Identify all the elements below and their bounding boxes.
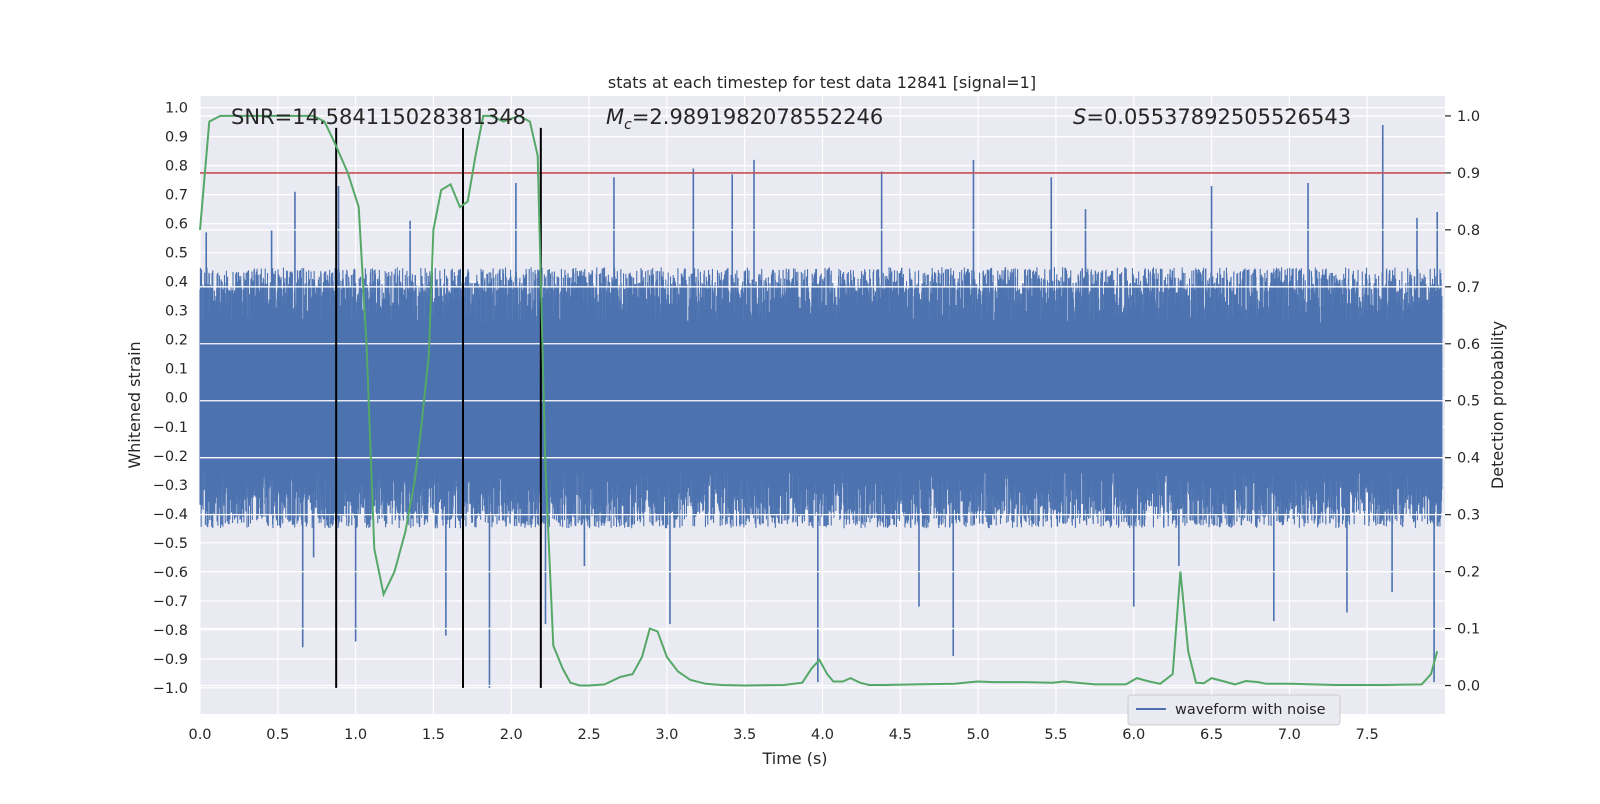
x-tick-label: 4.0 xyxy=(811,727,834,743)
y-tick-label: −0.3 xyxy=(153,478,188,494)
right-y-tick-label: 0.3 xyxy=(1457,508,1480,524)
x-tick-label: 7.5 xyxy=(1356,727,1379,743)
y-tick-label: 0.5 xyxy=(165,246,188,262)
legend-box xyxy=(1127,694,1341,726)
legend: waveform with noise xyxy=(1127,694,1341,726)
x-tick-label: 5.5 xyxy=(1044,727,1067,743)
right-y-axis-ticks: 1.0 0.9 0.8 0.7 0.6 0.5 0.4 0.3 0.2 0.1 0.0 xyxy=(1445,109,1480,695)
x-tick-label: 1.5 xyxy=(422,727,445,743)
y-tick-label: 0.2 xyxy=(165,333,188,349)
y-tick-label: 0.9 xyxy=(165,130,188,146)
y-tick-label: 0.6 xyxy=(165,217,188,233)
x-tick-label: 0.5 xyxy=(266,727,289,743)
right-y-tick-label: 0.8 xyxy=(1457,223,1480,239)
x-tick-label: 7.0 xyxy=(1278,727,1301,743)
x-tick-label: 6.5 xyxy=(1200,727,1223,743)
waveform-core xyxy=(200,322,1442,474)
right-y-tick-label: 0.0 xyxy=(1457,679,1480,695)
y-tick-label: −0.4 xyxy=(153,507,188,523)
x-tick-label: 5.0 xyxy=(967,727,990,743)
y-tick-label: 0.7 xyxy=(165,188,188,204)
x-axis-label: Time (s) xyxy=(761,749,827,768)
y-tick-label: −0.7 xyxy=(153,594,188,610)
y-tick-label: 0.0 xyxy=(165,391,188,407)
right-y-tick-label: 0.6 xyxy=(1457,337,1480,353)
x-tick-label: 2.0 xyxy=(500,727,523,743)
vertical-markers xyxy=(335,127,542,688)
chirp-mass-annotation: Mc=2.9891982078552246 xyxy=(606,105,883,133)
x-axis-ticks: 0.0 0.5 1.0 1.5 2.0 2.5 3.0 3.5 4.0 4.5 5.0 5.5 6.0 6… xyxy=(188,727,1378,743)
right-y-axis-label: Detection probability xyxy=(1488,321,1507,489)
x-tick-label: 0.0 xyxy=(188,727,211,743)
x-tick-label: 1.0 xyxy=(344,727,367,743)
right-y-tick-label: 0.2 xyxy=(1457,565,1480,581)
y-tick-label: −1.0 xyxy=(153,681,188,697)
x-tick-label: 3.0 xyxy=(655,727,678,743)
x-tick-label: 4.5 xyxy=(889,727,912,743)
y-tick-label: −0.5 xyxy=(153,536,188,552)
right-y-tick-label: 1.0 xyxy=(1457,109,1480,125)
y-tick-label: 1.0 xyxy=(165,101,188,117)
y-tick-label: −0.2 xyxy=(153,449,188,465)
right-y-tick-label: 0.4 xyxy=(1457,451,1480,467)
y-axis-label: Whitened strain xyxy=(125,341,144,468)
x-tick-label: 6.0 xyxy=(1122,727,1145,743)
y-tick-label: −0.1 xyxy=(153,420,188,436)
s-annotation: S=0.05537892505526543 xyxy=(1073,105,1351,129)
y-tick-label: −0.8 xyxy=(153,623,188,639)
y-axis-ticks: 1.0 0.9 0.8 0.7 0.6 0.5 0.4 0.3 0.2 0.1 0.0 −0.1 −0.… xyxy=(153,101,188,697)
y-tick-label: 0.1 xyxy=(165,362,188,378)
waveform-series xyxy=(199,125,1443,688)
legend-waveform-label: waveform with noise xyxy=(1175,702,1326,718)
detection-probability-line xyxy=(199,114,1439,687)
right-y-tick-label: 0.9 xyxy=(1457,166,1480,182)
right-y-tick-label: 0.1 xyxy=(1457,622,1480,638)
x-tick-label: 3.5 xyxy=(733,727,756,743)
y-tick-label: −0.9 xyxy=(153,652,188,668)
y-tick-label: 0.3 xyxy=(165,304,188,320)
y-tick-label: −0.6 xyxy=(153,565,188,581)
x-tick-label: 2.5 xyxy=(578,727,601,743)
snr-annotation: SNR=14.584115028381348 xyxy=(231,105,526,129)
y-tick-label: 0.4 xyxy=(165,275,188,291)
y-tick-label: 0.8 xyxy=(165,159,188,175)
right-y-tick-label: 0.5 xyxy=(1457,394,1480,410)
right-y-tick-label: 0.7 xyxy=(1457,280,1480,296)
chart-title: stats at each timestep for test data 128… xyxy=(608,73,1036,92)
